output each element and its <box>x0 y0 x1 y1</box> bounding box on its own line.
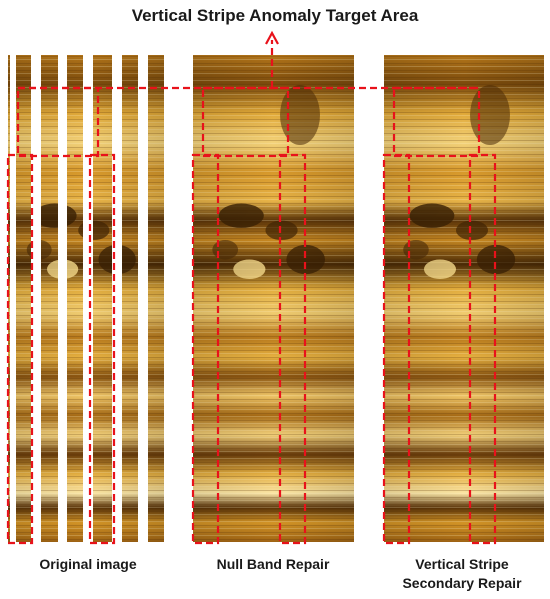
panel-original-image <box>8 55 164 542</box>
figure-title: Vertical Stripe Anomaly Target Area <box>131 6 419 25</box>
caption-secondary-repair: Vertical Stripe Secondary Repair <box>402 556 522 591</box>
anomaly-box <box>278 153 307 545</box>
panel-null-band-repair <box>193 55 354 542</box>
caption-null-band-repair: Null Band Repair <box>216 556 330 572</box>
null-band-stripes <box>10 55 148 542</box>
anomaly-box <box>88 153 116 545</box>
arrow-head <box>265 30 279 45</box>
anomaly-box <box>468 153 497 545</box>
panel-secondary-repair <box>384 55 544 542</box>
anomaly-annotations <box>6 40 497 545</box>
caption-original-image: Original image <box>39 556 137 572</box>
